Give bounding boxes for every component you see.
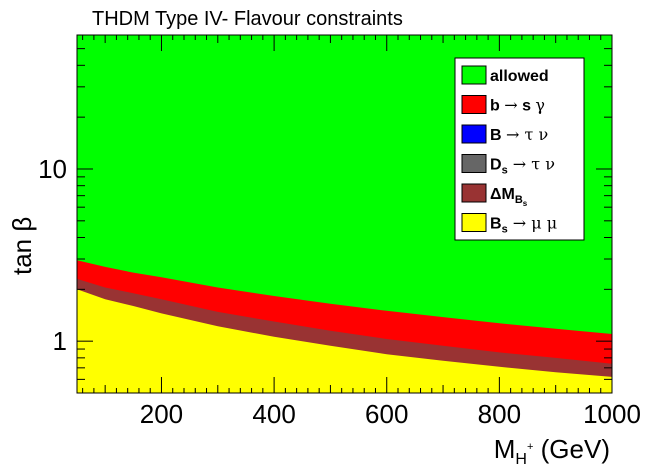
x-tick-label: 800: [478, 399, 521, 429]
legend-swatch-deltamb: [461, 183, 487, 203]
x-tick-label: 400: [252, 399, 295, 429]
x-axis-label: MH+ (GeV): [494, 434, 610, 468]
legend-label-part: ν: [545, 155, 555, 174]
legend-label-part: τ: [526, 155, 545, 174]
bsmumu-excluded-region: [77, 289, 612, 393]
legend-label-part: B: [490, 127, 506, 144]
x-tick-label: 1000: [583, 399, 641, 429]
legend-label-part: allowed: [490, 68, 549, 85]
legend-label-dstaunu: Ds → τ ν: [490, 155, 555, 177]
legend-label-bsmumu: Bs → μ μ: [490, 214, 557, 236]
legend-label-part: γ: [535, 96, 545, 115]
chart-title: THDM Type IV- Flavour constraints: [92, 8, 403, 30]
legend-label-part: τ: [519, 125, 538, 144]
legend-label-part: →: [508, 155, 527, 174]
legend-label-part: b: [490, 98, 504, 115]
legend-label-part: →: [508, 214, 527, 233]
legend-swatch-allowed: [461, 65, 487, 85]
y-axis-label: tan β: [7, 217, 37, 275]
legend-label-deltamb: ΔMBs: [490, 186, 528, 208]
plot-frame: [76, 34, 613, 394]
legend-label-part: →: [504, 96, 517, 115]
legend-label-part: ν: [538, 125, 548, 144]
legend-label-allowed: allowed: [490, 68, 549, 85]
legend-swatch-bsgamma: [461, 95, 487, 114]
legend-label-part: s: [502, 165, 508, 177]
legend-label-bsgamma: b → s γ: [490, 96, 545, 115]
tick-labels: 200 400 600 800 1000 1 10: [38, 154, 641, 429]
legend-label-part: D: [490, 157, 502, 174]
axis-ticks: [77, 34, 613, 394]
x-tick-label: 600: [365, 399, 408, 429]
legend-swatch-bsmumu: [461, 213, 487, 232]
legend-label-part: s: [502, 224, 508, 236]
x-tick-label: 200: [140, 399, 183, 429]
legend-label-part: μ: [547, 214, 557, 233]
x-label-sup: +: [527, 441, 533, 453]
legend-label-part: B: [490, 216, 502, 233]
legend-label-btaunu: B → τ ν: [490, 125, 548, 144]
legend-box: [454, 57, 585, 241]
legend-label-part: μ: [526, 214, 547, 233]
legend-swatch-btaunu: [461, 124, 487, 144]
x-label-sub: H: [515, 451, 527, 468]
legend-label-part: ΔM: [490, 186, 515, 203]
legend-label-part: B: [515, 194, 523, 206]
legend-label-part: s: [523, 199, 528, 208]
legend-label-part: →: [506, 125, 519, 144]
y-tick-label: 10: [38, 154, 67, 184]
legend-label-part: s: [518, 98, 536, 115]
x-label-main: M: [494, 434, 516, 464]
legend-swatch-dstaunu: [461, 154, 487, 173]
y-tick-label: 1: [53, 326, 67, 356]
x-label-unit: (GeV): [533, 434, 610, 464]
